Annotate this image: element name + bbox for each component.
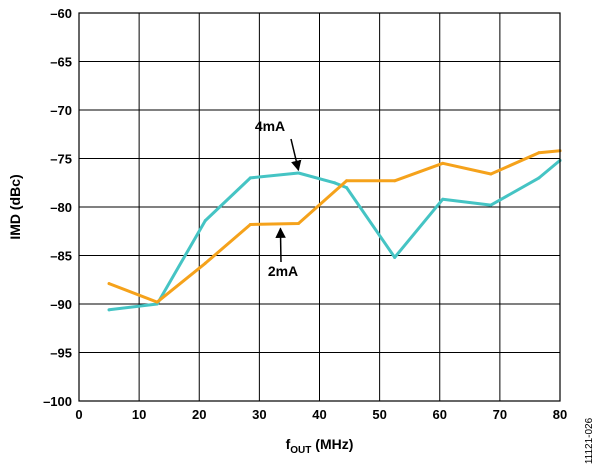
x-tick-label: 20 xyxy=(192,407,206,422)
y-tick-label: –95 xyxy=(50,346,72,361)
x-tick-label: 70 xyxy=(493,407,507,422)
series-layer xyxy=(107,149,562,312)
y-tick-label: –100 xyxy=(43,394,72,409)
y-tick-label: –70 xyxy=(50,103,72,118)
x-axis-title-rest: (MHz) xyxy=(311,436,353,452)
data-point-4mA xyxy=(537,176,541,180)
x-axis-title-sub: OUT xyxy=(290,445,311,456)
y-tick-label: –90 xyxy=(50,297,72,312)
x-tick-label: 40 xyxy=(312,407,326,422)
x-tick-label: 80 xyxy=(553,407,567,422)
x-tick-label: 60 xyxy=(433,407,447,422)
data-point-4mA xyxy=(489,203,493,207)
data-point-2mA xyxy=(537,151,541,155)
data-point-4mA xyxy=(248,176,252,180)
x-tick-label: 30 xyxy=(252,407,266,422)
y-axis-title: IMD (dBc) xyxy=(7,174,23,239)
x-tick-label: 50 xyxy=(372,407,386,422)
data-point-2mA xyxy=(248,222,252,226)
x-tick-label: 0 xyxy=(75,407,82,422)
data-point-2mA xyxy=(393,179,397,183)
data-point-2mA xyxy=(345,179,349,183)
data-point-2mA xyxy=(155,300,159,304)
figure-id: 11121-026 xyxy=(584,417,595,464)
data-point-2mA xyxy=(107,282,111,286)
y-tick-label: –65 xyxy=(50,55,72,70)
annotation-arrow-4mA xyxy=(290,138,302,172)
data-point-2mA xyxy=(489,172,493,176)
data-point-2mA xyxy=(441,161,445,165)
y-tick-label: –60 xyxy=(50,6,72,21)
y-tick-label: –80 xyxy=(50,200,72,215)
y-tick-labels: –60 –65 –70 –75 –80 –85 –90 –95 –100 xyxy=(43,6,72,409)
y-tick-label: –75 xyxy=(50,152,72,167)
annotation-layer: 4mA 2mA xyxy=(255,118,302,279)
data-point-2mA xyxy=(296,221,300,225)
data-point-4mA xyxy=(333,181,337,185)
data-point-4mA xyxy=(345,186,349,190)
plot-frame xyxy=(78,12,561,402)
data-point-4mA xyxy=(296,171,300,175)
annotation-arrow-2mA xyxy=(275,227,286,263)
x-tick-labels: 0 10 20 30 40 50 60 70 80 xyxy=(75,407,567,422)
data-point-4mA xyxy=(393,255,397,259)
data-point-4mA xyxy=(441,197,445,201)
y-tick-label: –85 xyxy=(50,249,72,264)
x-axis-title: fOUT (MHz) xyxy=(286,436,354,456)
data-point-2mA xyxy=(203,261,207,265)
data-point-4mA xyxy=(203,219,207,223)
annotation-2mA: 2mA xyxy=(268,263,298,279)
annotation-4mA: 4mA xyxy=(255,118,285,134)
x-tick-label: 10 xyxy=(132,407,146,422)
data-point-4mA xyxy=(107,308,111,312)
x-axis-title-main: f xyxy=(286,436,291,452)
